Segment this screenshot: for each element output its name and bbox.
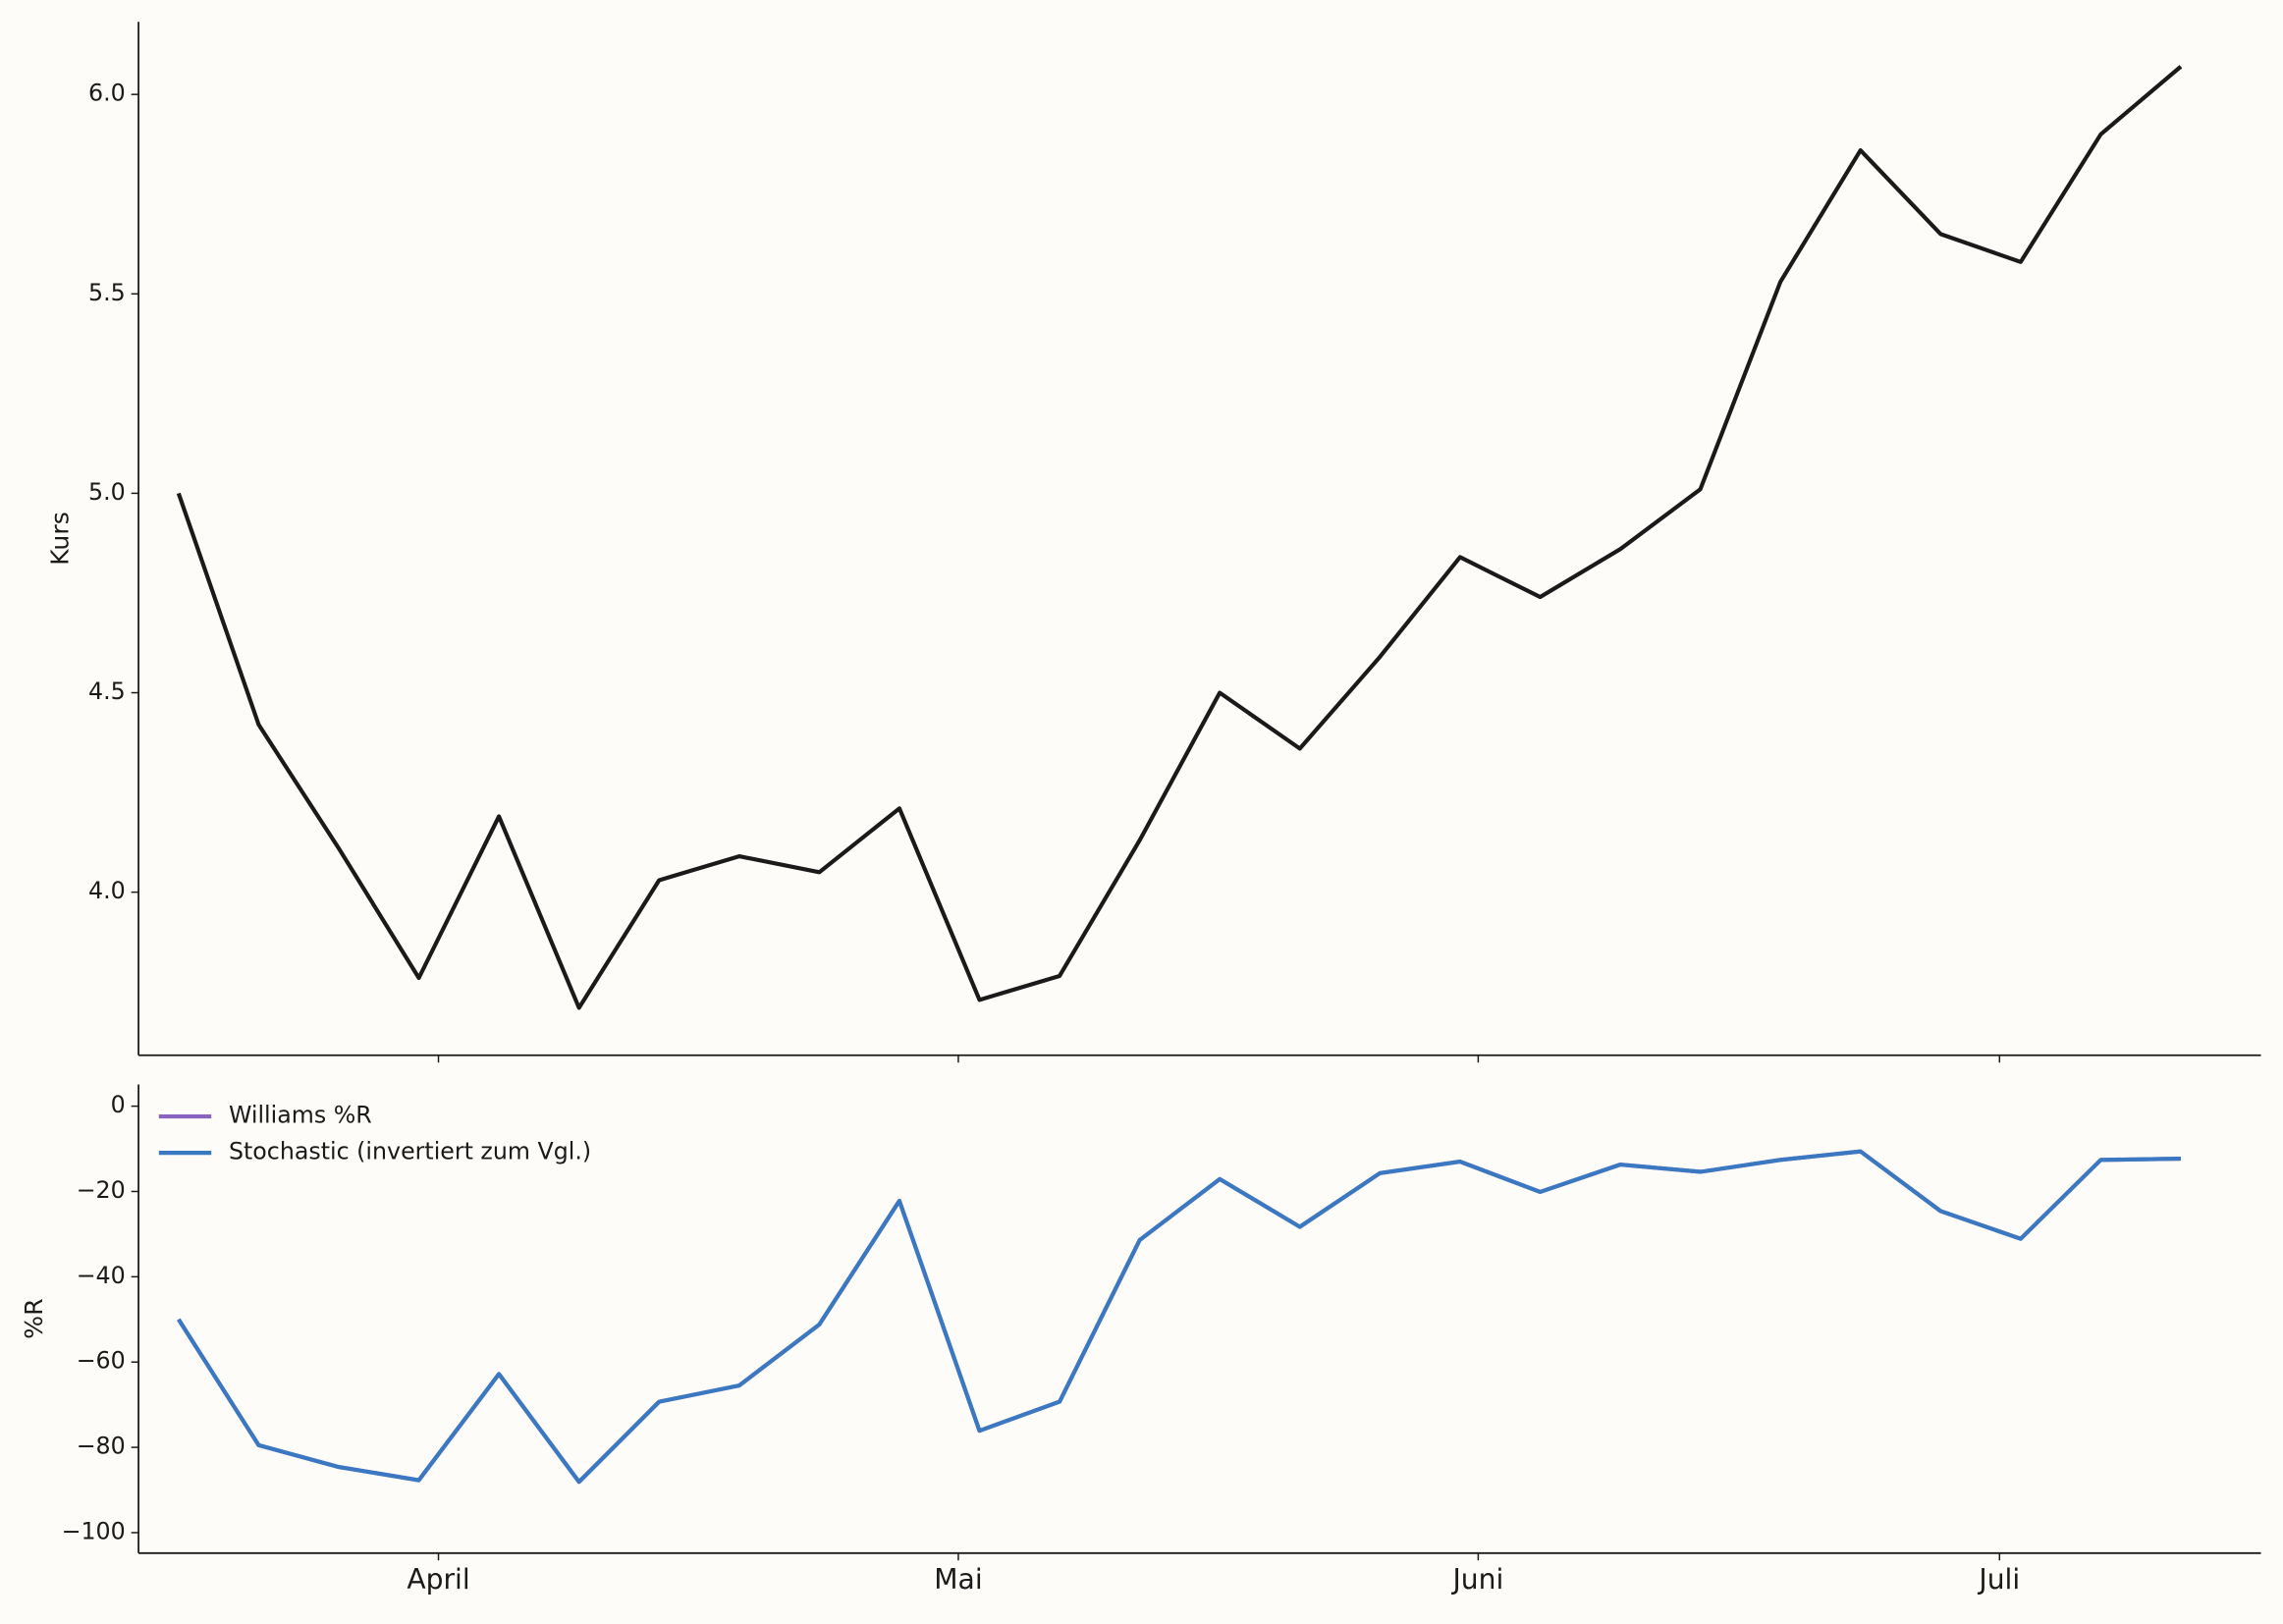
x-tick-label: Juni (1450, 1563, 1503, 1596)
y-tick-label: −20 (77, 1176, 126, 1204)
x-tick-label: Mai (934, 1563, 982, 1596)
y-tick-label: 5.5 (88, 279, 126, 306)
y-tick-label: 4.5 (88, 677, 126, 705)
data-line (176, 65, 2183, 1010)
y-tick-label: −100 (62, 1517, 126, 1544)
legend-label: Stochastic (invertiert zum Vgl.) (229, 1138, 591, 1165)
y-tick-label: −60 (77, 1347, 126, 1375)
y-tick-label: 4.0 (88, 877, 126, 904)
y-tick-label: 0 (111, 1091, 126, 1118)
data-line (177, 1149, 2181, 1485)
y-axis-label: Kurs (46, 512, 75, 566)
y-tick-label: 6.0 (88, 80, 126, 107)
x-tick-label: April (407, 1563, 469, 1596)
y-tick-label: −80 (77, 1433, 126, 1460)
y-tick-label: 5.0 (88, 478, 126, 506)
y-tick-label: −40 (77, 1262, 126, 1289)
x-tick-label: Juli (1977, 1563, 2020, 1596)
y-axis-label: %R (20, 1298, 48, 1338)
legend-label: Williams %R (229, 1102, 372, 1129)
